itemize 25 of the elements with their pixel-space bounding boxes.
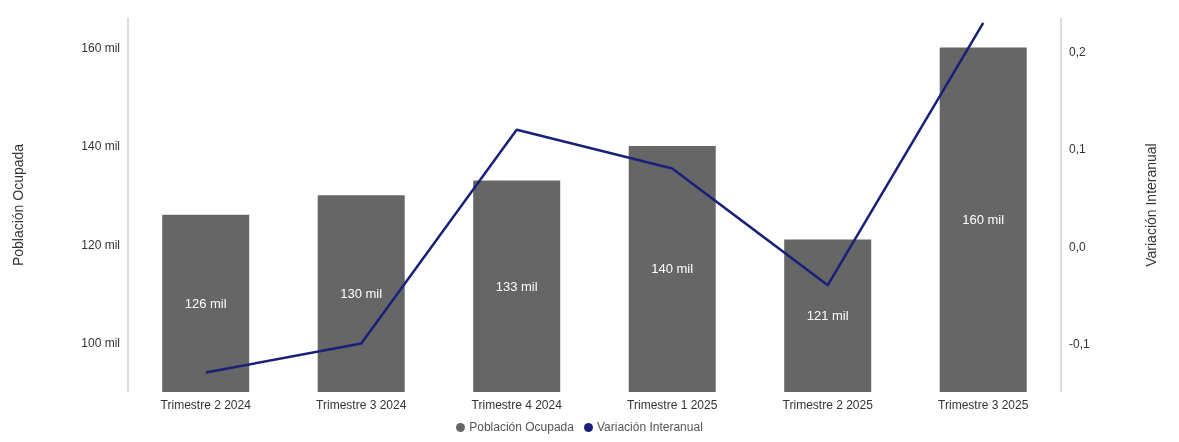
x-tick-label: Trimestre 4 2024 [471,397,563,412]
line-series [204,21,985,374]
y2-tick-label: 0,0 [1069,239,1087,254]
data-label: 160 mil [962,212,1005,228]
y2-tick-label: 0,2 [1069,45,1087,60]
x-tick-label: Trimestre 3 2024 [316,397,407,412]
y-tick-label: 140 mil [81,139,120,154]
legend-label: Población Ocupada [469,420,574,434]
y2-axis-title: Variación Interanual [1142,143,1159,267]
y-tick-label: 120 mil [81,237,120,252]
y-axis-title: Población Ocupada [9,143,26,267]
y-tick-label: 100 mil [81,336,120,351]
data-label: 130 mil [340,286,383,302]
x-tick-label: Trimestre 3 2025 [938,397,1029,412]
x-tick-label: Trimestre 1 2025 [627,397,718,412]
data-label: 140 mil [651,261,694,277]
x-tick-label: Trimestre 2 2024 [160,397,252,412]
x-tick-label: Trimestre 2 2025 [782,397,874,412]
y-tick-label: 160 mil [81,40,120,55]
y2-tick-label: 0,1 [1069,142,1087,157]
legend-label: Variación Interanual [596,420,703,434]
data-label: 126 mil [184,295,227,311]
data-label: 133 mil [495,278,538,294]
y2-tick-label: -0,1 [1069,336,1090,351]
data-label: 121 mil [806,308,849,324]
